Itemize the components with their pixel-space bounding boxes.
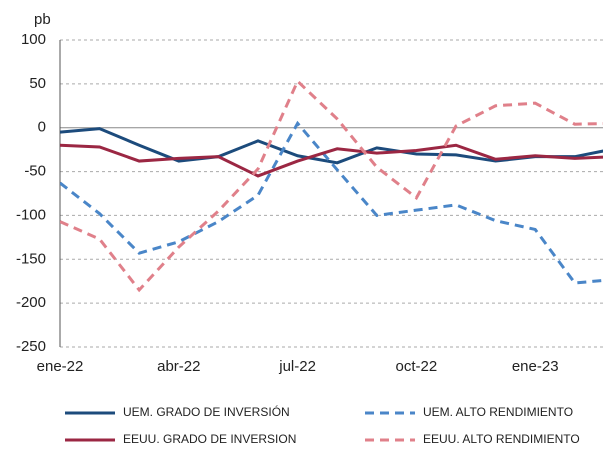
- x-tick-label: jul-22: [278, 358, 316, 375]
- series-line: [60, 78, 603, 293]
- series-line: [60, 143, 603, 178]
- x-tick-label: ene-22: [37, 358, 84, 375]
- legend-label: UEM. GRADO DE INVERSIÓN: [123, 404, 290, 419]
- y-unit: pb: [34, 11, 51, 28]
- x-tick-label: oct-22: [396, 358, 438, 375]
- labels: -250 -200 -150 -100 -50 0 50 100 ene-22 abr-22 jul…: [16, 31, 580, 446]
- legend-label: UEM. ALTO RENDIMIENTO: [423, 405, 573, 419]
- plot-area: [60, 78, 603, 293]
- y-tick-label: 100: [21, 31, 46, 48]
- y-tick-label: -100: [16, 206, 46, 223]
- legend-label: EEUU. GRADO DE INVERSION: [123, 432, 296, 446]
- y-tick-label: 0: [38, 119, 46, 136]
- x-tick-label: ene-23: [512, 358, 559, 375]
- x-tick-label: abr-22: [157, 358, 200, 375]
- y-tick-label: -150: [16, 250, 46, 267]
- y-tick-label: -250: [16, 338, 46, 355]
- grid: [60, 39, 603, 348]
- y-tick-label: -50: [24, 163, 46, 180]
- y-tick-label: 50: [29, 75, 46, 92]
- series-line: [60, 120, 603, 285]
- y-tick-label: -200: [16, 294, 46, 311]
- legend-label: EEUU. ALTO RENDIMIENTO: [423, 432, 580, 446]
